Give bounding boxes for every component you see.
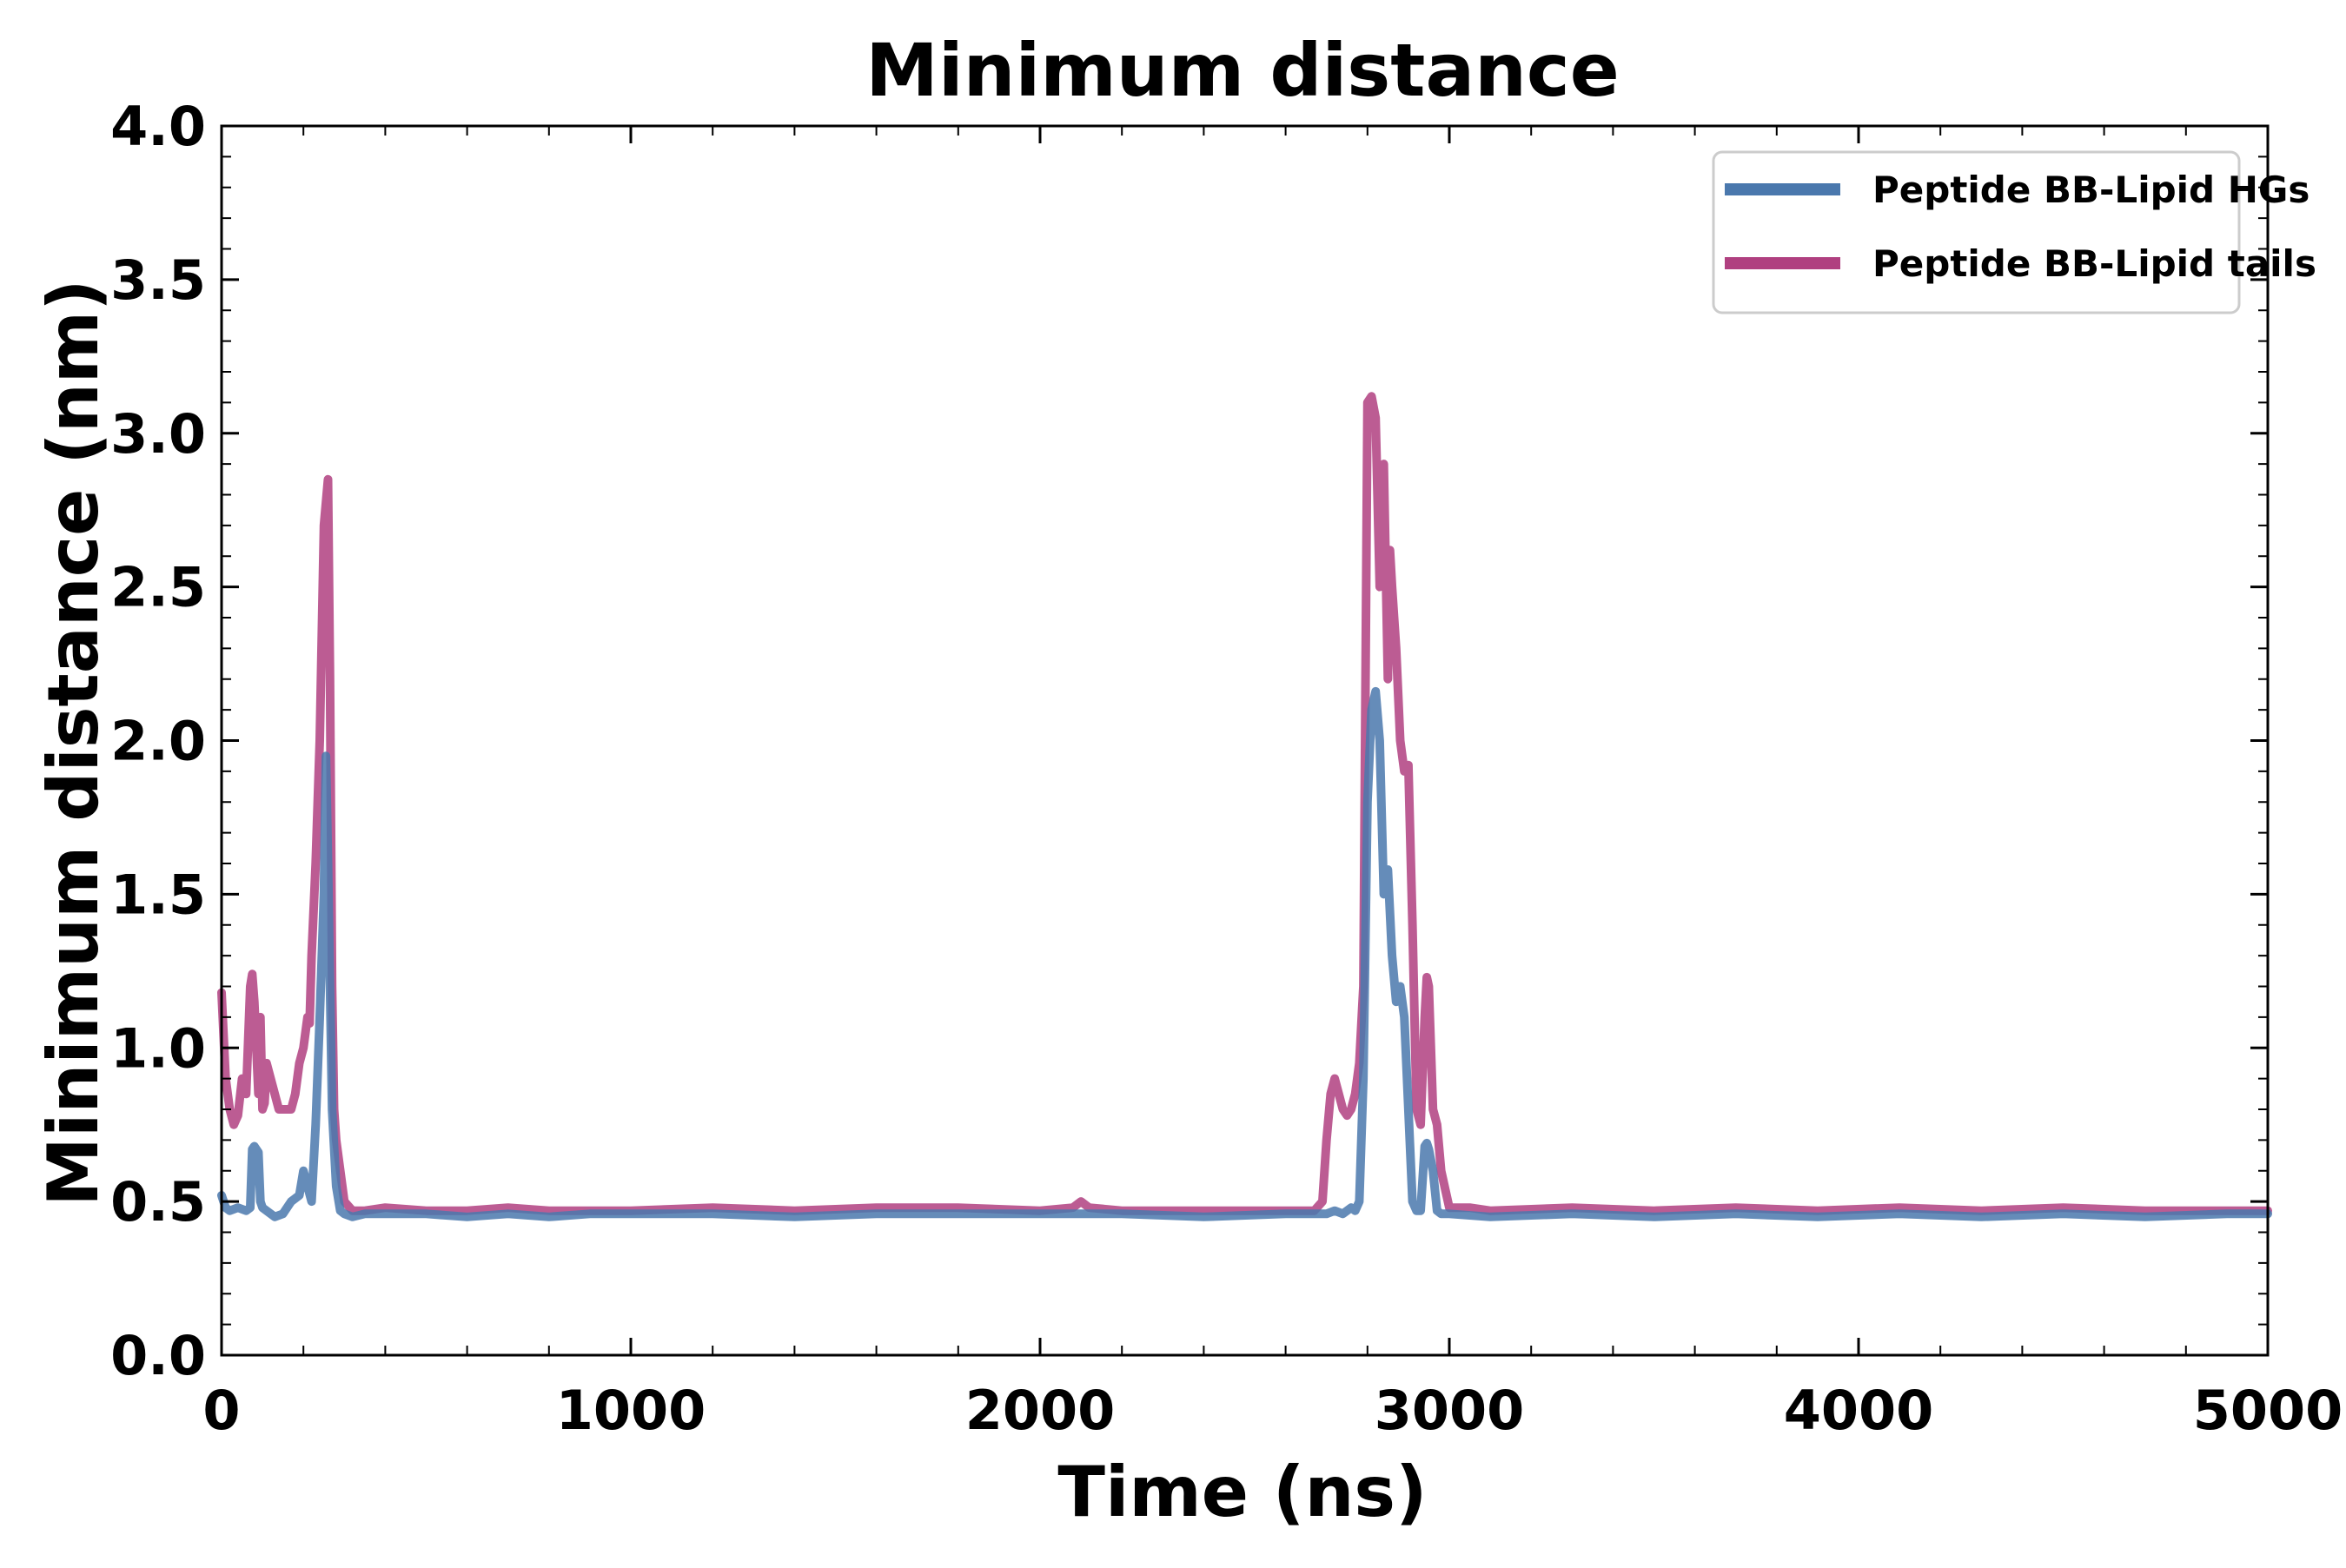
tick-labels: 0 1000 2000 3000 4000 5000 0.0 0.5 1.0 1.5 2.0 2.5 3… bbox=[110, 95, 2343, 1442]
x-tick-label: 3000 bbox=[1375, 1379, 1525, 1442]
y-tick-label: 1.5 bbox=[110, 863, 206, 926]
x-tick-label: 1000 bbox=[556, 1379, 706, 1442]
x-tick-label: 0 bbox=[202, 1379, 240, 1442]
y-tick-label: 3.0 bbox=[110, 402, 206, 466]
series-line-1 bbox=[217, 392, 2272, 1215]
series-line-0 bbox=[217, 686, 2272, 1221]
x-tick-label: 5000 bbox=[2193, 1379, 2343, 1442]
y-axis-label: Minimum distance (nm) bbox=[33, 279, 114, 1206]
y-tick-label: 2.5 bbox=[110, 556, 206, 619]
chart-title: Minimum distance bbox=[865, 28, 1619, 113]
y-tick-label: 3.5 bbox=[110, 248, 206, 312]
series-layer bbox=[217, 392, 2272, 1221]
y-tick-label: 4.0 bbox=[110, 95, 206, 158]
x-axis-label: Time (ns) bbox=[1057, 1452, 1427, 1532]
legend: Peptide BB-Lipid HGs Peptide BB-Lipid ta… bbox=[1712, 150, 2316, 314]
x-tick-label: 2000 bbox=[965, 1379, 1116, 1442]
legend-label-tails: Peptide BB-Lipid tails bbox=[1872, 242, 2316, 285]
x-tick-label: 4000 bbox=[1784, 1379, 1934, 1442]
legend-frame bbox=[1712, 150, 2241, 314]
y-tick-label: 0.0 bbox=[110, 1324, 206, 1387]
plot-frame bbox=[220, 124, 2270, 1357]
y-tick-label: 1.0 bbox=[110, 1016, 206, 1080]
y-tick-label: 0.5 bbox=[110, 1170, 206, 1234]
legend-label-hgs: Peptide BB-Lipid HGs bbox=[1872, 169, 2310, 211]
y-tick-label: 2.0 bbox=[110, 710, 206, 773]
plot-area bbox=[217, 124, 2272, 1357]
